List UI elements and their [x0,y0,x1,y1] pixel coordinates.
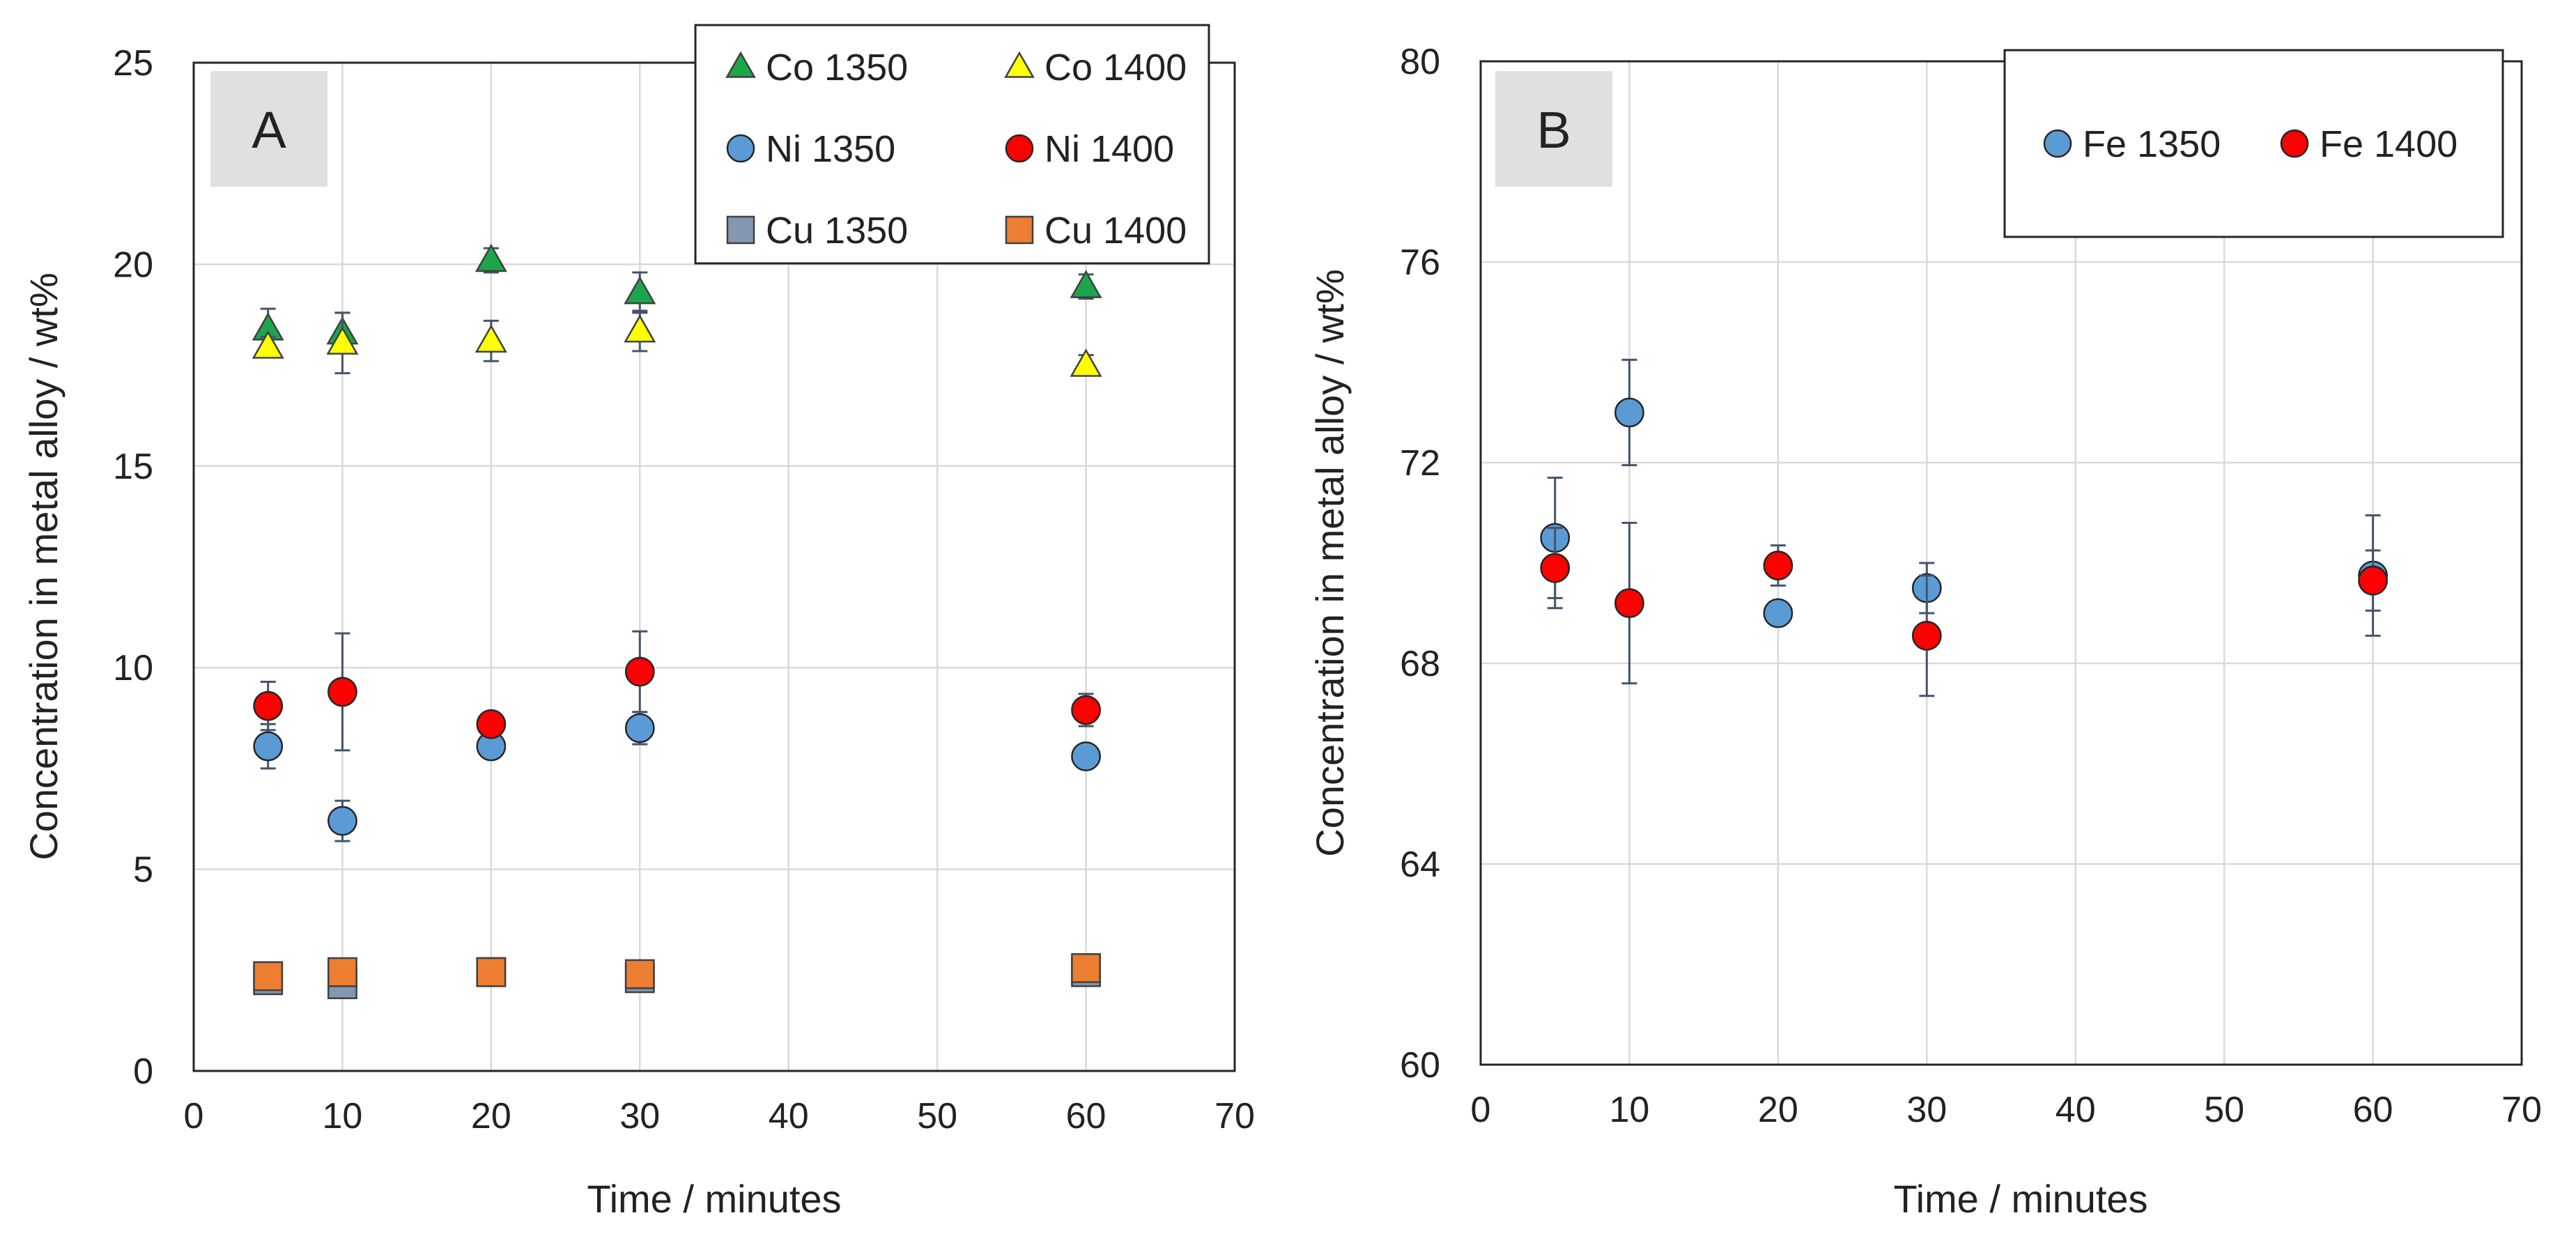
legend-box [694,24,1210,265]
legend-label: Cu 1400 [1044,210,1187,252]
legend-label: Ni 1400 [1044,128,1174,170]
legend-marker [726,215,755,245]
chart-panel-a: 0 10 20 30 40 50 60 70 0 5 10 15 20 25 A Time / minut… [22,24,1255,1221]
data-point [475,324,507,353]
data-point [253,690,284,721]
legend-label: Fe 1350 [2083,123,2221,165]
x-axis-title: Time / minutes [1893,1177,2147,1221]
y-tick-label: 72 [1400,443,1440,484]
data-point [475,243,507,272]
data-point [326,326,359,355]
data-point [327,957,357,987]
y-tick-label: 76 [1400,242,1440,283]
y-tick-label: 25 [113,43,153,84]
data-series-layer [252,243,1102,999]
data-point [476,709,507,739]
data-point [624,314,656,343]
data-point [624,713,655,743]
data-point [1071,741,1101,771]
series-fe-1400 [1540,521,2388,697]
x-tick-label: 50 [2204,1090,2244,1130]
y-tick-label: 10 [113,648,153,688]
data-point [624,276,656,304]
x-tick-label: 70 [1214,1096,1255,1136]
tick-labels: 0 10 20 30 40 50 60 70 60 64 68 72 76 80 [1400,42,2542,1130]
data-point [1070,270,1102,298]
panel-label: A [252,101,286,159]
x-tick-label: 10 [1610,1090,1650,1130]
legend: Fe 1350 Fe 1400 [2003,49,2504,238]
data-point [1911,620,1942,651]
series-ni-1400 [253,630,1101,752]
legend-marker [726,134,755,163]
data-point [253,961,284,991]
legend-label: Co 1400 [1044,47,1187,88]
data-point [1763,550,1794,581]
legend-entries: Co 1350 Co 1400 Ni 1350 Ni 1400 Cu 1350 Cu 14… [725,47,1187,252]
legend-entries: Fe 1350 Fe 1400 [2043,123,2458,165]
y-tick-label: 0 [133,1051,153,1092]
data-point [1614,397,1644,428]
x-tick-label: 30 [1906,1090,1947,1130]
y-tick-label: 20 [113,245,153,285]
legend-marker [1004,51,1035,78]
x-tick-label: 60 [1066,1096,1106,1136]
x-axis-title: Time / minutes [587,1177,841,1221]
y-tick-label: 60 [1400,1045,1440,1086]
legend-label: Co 1350 [766,47,908,88]
data-point [1614,588,1644,619]
x-tick-label: 0 [1471,1090,1491,1130]
x-tick-label: 20 [1758,1090,1798,1130]
x-tick-label: 50 [917,1096,957,1136]
data-point [624,959,655,989]
data-point [624,656,655,687]
y-tick-label: 15 [113,447,153,487]
x-tick-label: 40 [2056,1090,2096,1130]
legend-marker [2280,129,2309,158]
legend-marker [725,51,756,78]
panel-label-box [210,71,327,187]
data-point [1070,348,1102,377]
legend-marker [1005,134,1034,163]
x-tick-label: 0 [184,1096,204,1136]
legend-label: Ni 1350 [766,128,895,170]
y-axis-title: Concentration in metal alloy / wt% [22,272,65,861]
x-tick-label: 70 [2501,1090,2542,1130]
data-point [327,677,357,707]
data-point [1540,553,1571,583]
x-tick-label: 30 [619,1096,660,1136]
legend-label: Cu 1350 [766,210,908,252]
y-tick-label: 64 [1400,844,1440,885]
x-tick-label: 60 [2353,1090,2393,1130]
x-tick-label: 40 [769,1096,809,1136]
panel-label: B [1536,101,1571,159]
legend-marker [1005,215,1034,245]
series-co-1400 [252,309,1102,377]
legend-label: Fe 1400 [2320,123,2458,165]
data-point [1071,695,1101,725]
data-point [1071,952,1101,983]
y-tick-label: 68 [1400,644,1440,684]
panel-label-box [1495,71,1612,187]
y-axis-title: Concentration in metal alloy / wt% [1308,269,1352,857]
data-point [1763,598,1794,628]
data-point [253,731,284,762]
y-tick-label: 80 [1400,42,1440,82]
data-point [252,330,284,359]
data-series-layer [1540,358,2388,697]
x-tick-label: 10 [323,1096,363,1136]
legend-marker [2043,129,2072,158]
legend: Co 1350 Co 1400 Ni 1350 Ni 1400 Cu 1350 Cu 14… [694,24,1210,265]
series-cu-1400 [253,952,1101,991]
plot-area-frame [1479,60,2523,1066]
x-tick-label: 20 [471,1096,511,1136]
data-point [2358,565,2388,596]
chart-panel-b: 0 10 20 30 40 50 60 70 60 64 68 72 76 80 B Time / min… [1308,42,2542,1221]
y-tick-label: 5 [133,850,153,890]
tick-labels: 0 10 20 30 40 50 60 70 0 5 10 15 20 25 [113,43,1255,1136]
data-point [476,957,507,987]
legend-box [2003,49,2504,238]
data-point [327,805,357,836]
